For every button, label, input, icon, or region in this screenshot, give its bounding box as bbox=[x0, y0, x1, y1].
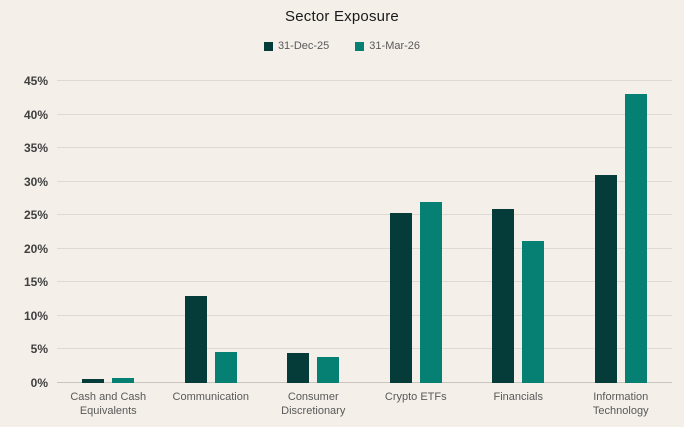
x-axis-category-label: Financials bbox=[493, 391, 544, 403]
plot-area bbox=[57, 80, 672, 383]
bar-group bbox=[467, 81, 570, 383]
bar-31-Dec-25 bbox=[594, 174, 617, 383]
bar-group bbox=[365, 81, 468, 383]
gridline bbox=[57, 348, 672, 350]
bar-31-Dec-25 bbox=[82, 378, 105, 383]
y-axis-tick-label: 0% bbox=[30, 376, 48, 390]
x-axis-category-label: Information Technology bbox=[592, 391, 649, 418]
x-axis-category-label: Consumer Discretionary bbox=[281, 391, 346, 418]
x-axis-category-label: Crypto ETFs bbox=[384, 391, 447, 403]
y-axis: 0% 5% 10% 15% 20% 25% 30% 35% 40% 45% bbox=[0, 74, 48, 390]
gridline bbox=[57, 180, 672, 182]
legend-swatch-dec bbox=[263, 41, 273, 51]
bar-31-Mar-26 bbox=[112, 378, 135, 383]
bar-31-Mar-26 bbox=[317, 356, 340, 383]
chart-title: Sector Exposure bbox=[285, 8, 399, 25]
y-axis-tick-label: 15% bbox=[23, 275, 48, 290]
x-axis-category-label: Communication bbox=[172, 391, 249, 403]
legend-label-dec: 31-Dec-25 bbox=[277, 40, 330, 52]
legend-item-dec: 31-Dec-25 bbox=[263, 40, 330, 52]
legend-swatch-mar bbox=[355, 41, 365, 51]
y-axis-tick-label: 5% bbox=[30, 342, 48, 357]
bar-group bbox=[160, 81, 263, 383]
bar-groups bbox=[57, 81, 672, 383]
gridline bbox=[57, 80, 672, 81]
y-axis-tick-label: 35% bbox=[23, 141, 48, 156]
x-axis-line bbox=[57, 382, 672, 383]
bar-group bbox=[570, 81, 673, 383]
x-axis: Cash and Cash Equivalents Communication Co… bbox=[57, 390, 672, 419]
y-axis-tick-label: 40% bbox=[23, 107, 48, 122]
bar-31-Mar-26 bbox=[214, 352, 237, 383]
y-axis-tick-label: 30% bbox=[23, 174, 48, 189]
gridline bbox=[57, 147, 672, 149]
bar-31-Dec-25 bbox=[389, 213, 412, 383]
bar-31-Mar-26 bbox=[624, 94, 647, 383]
y-axis-tick-label: 20% bbox=[23, 241, 48, 256]
bar-31-Mar-26 bbox=[419, 201, 442, 383]
bar-31-Dec-25 bbox=[287, 352, 310, 383]
legend-item-mar: 31-Mar-26 bbox=[355, 40, 420, 52]
bar-31-Mar-26 bbox=[522, 240, 545, 383]
x-axis-category-label: Cash and Cash Equivalents bbox=[70, 391, 147, 418]
gridline bbox=[57, 281, 672, 283]
gridline bbox=[57, 247, 672, 249]
gridline bbox=[57, 113, 672, 115]
bar-group bbox=[262, 81, 365, 383]
bar-31-Dec-25 bbox=[184, 295, 207, 383]
y-axis-tick-label: 25% bbox=[23, 208, 48, 223]
gridline bbox=[57, 314, 672, 316]
legend: 31-Dec-25 31-Mar-26 bbox=[0, 40, 684, 52]
y-axis-tick-label: 10% bbox=[23, 308, 48, 323]
bar-31-Dec-25 bbox=[492, 208, 515, 383]
gridline bbox=[57, 214, 672, 216]
bar-group bbox=[57, 81, 160, 383]
legend-label-mar: 31-Mar-26 bbox=[369, 40, 421, 52]
y-axis-tick-label: 45% bbox=[23, 74, 48, 88]
